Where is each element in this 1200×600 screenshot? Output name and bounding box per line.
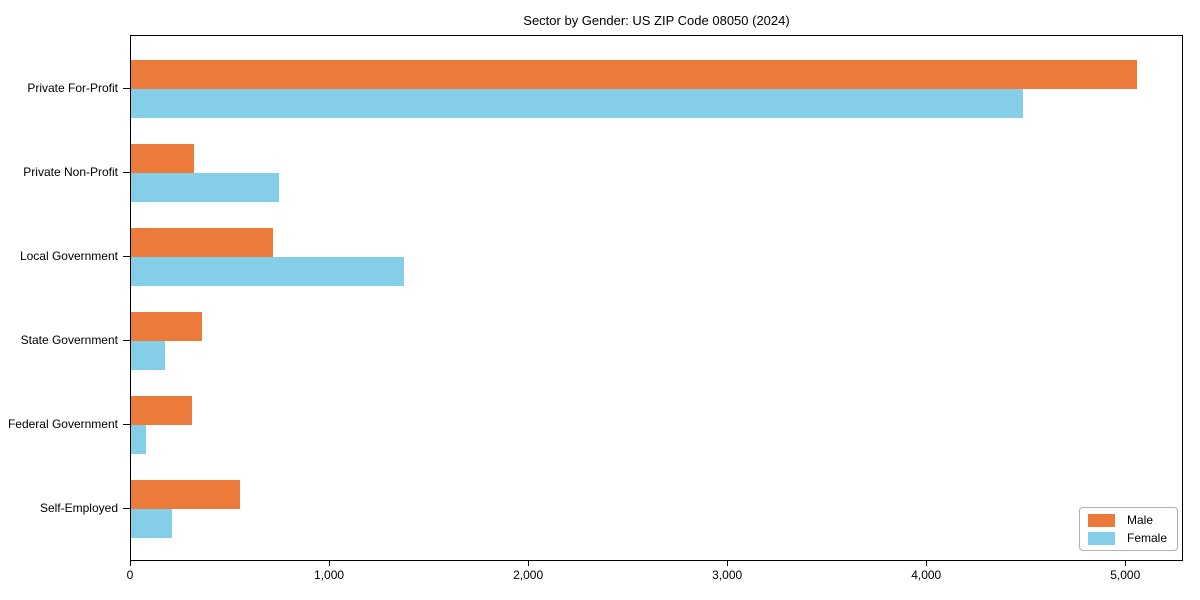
x-axis-tick-label-0: 0 [126,568,134,582]
legend-male-label: Male [1126,513,1153,527]
bar-female-local-government [131,256,404,287]
legend-female-swatch [1087,531,1115,545]
bar-female-private-for-profit [131,88,1023,119]
y-axis-label-self-employed: Self-Employed [39,501,118,516]
bar-male-state-government [131,311,202,341]
x-axis-tick [1125,561,1127,566]
x-axis-tick [329,561,331,566]
y-axis-tick [123,508,130,510]
bar-male-self-employed [131,479,241,510]
x-axis-tick-label-5,000: 5,000 [1110,568,1141,582]
y-axis-label-private-non-profit: Private Non-Profit [23,164,118,179]
y-axis-tick [123,424,130,426]
x-axis-tick [727,561,729,566]
y-axis-label-federal-government: Federal Government [7,417,118,432]
x-axis-tick [130,561,131,566]
bar-male-federal-government [131,395,192,426]
y-axis-tick [123,340,130,341]
bar-male-private-for-profit [131,59,1138,89]
legend-item-male: Male [1087,513,1167,527]
x-axis-tick-label-4,000: 4,000 [911,568,942,582]
x-axis-tick-label-1,000: 1,000 [314,568,345,582]
x-axis-tick-label-2,000: 2,000 [513,568,544,582]
x-axis-tick [926,561,928,566]
legend-item-female: Female [1087,531,1167,545]
y-axis-label-state-government: State Government [20,333,118,347]
bar-female-federal-government [131,425,147,455]
legend: Male Female [1078,507,1178,551]
y-axis-tick [123,87,130,89]
legend-female-label: Female [1126,531,1167,545]
bar-female-private-non-profit [131,172,280,203]
x-axis-tick [528,561,530,566]
bar-male-private-non-profit [131,143,194,173]
x-axis-tick-label-3,000: 3,000 [712,568,743,582]
bar-male-local-government [131,227,273,257]
y-axis-label-local-government: Local Government [19,248,118,263]
bar-female-state-government [131,341,166,371]
bar-female-self-employed [131,509,172,539]
chart-title: Sector by Gender: US ZIP Code 08050 (202… [523,13,790,28]
y-axis-tick [123,171,130,173]
y-axis-tick [123,255,130,257]
legend-male-swatch [1087,513,1115,527]
y-axis-label-private-for-profit: Private For-Profit [27,80,118,95]
plot-area [130,35,1183,561]
